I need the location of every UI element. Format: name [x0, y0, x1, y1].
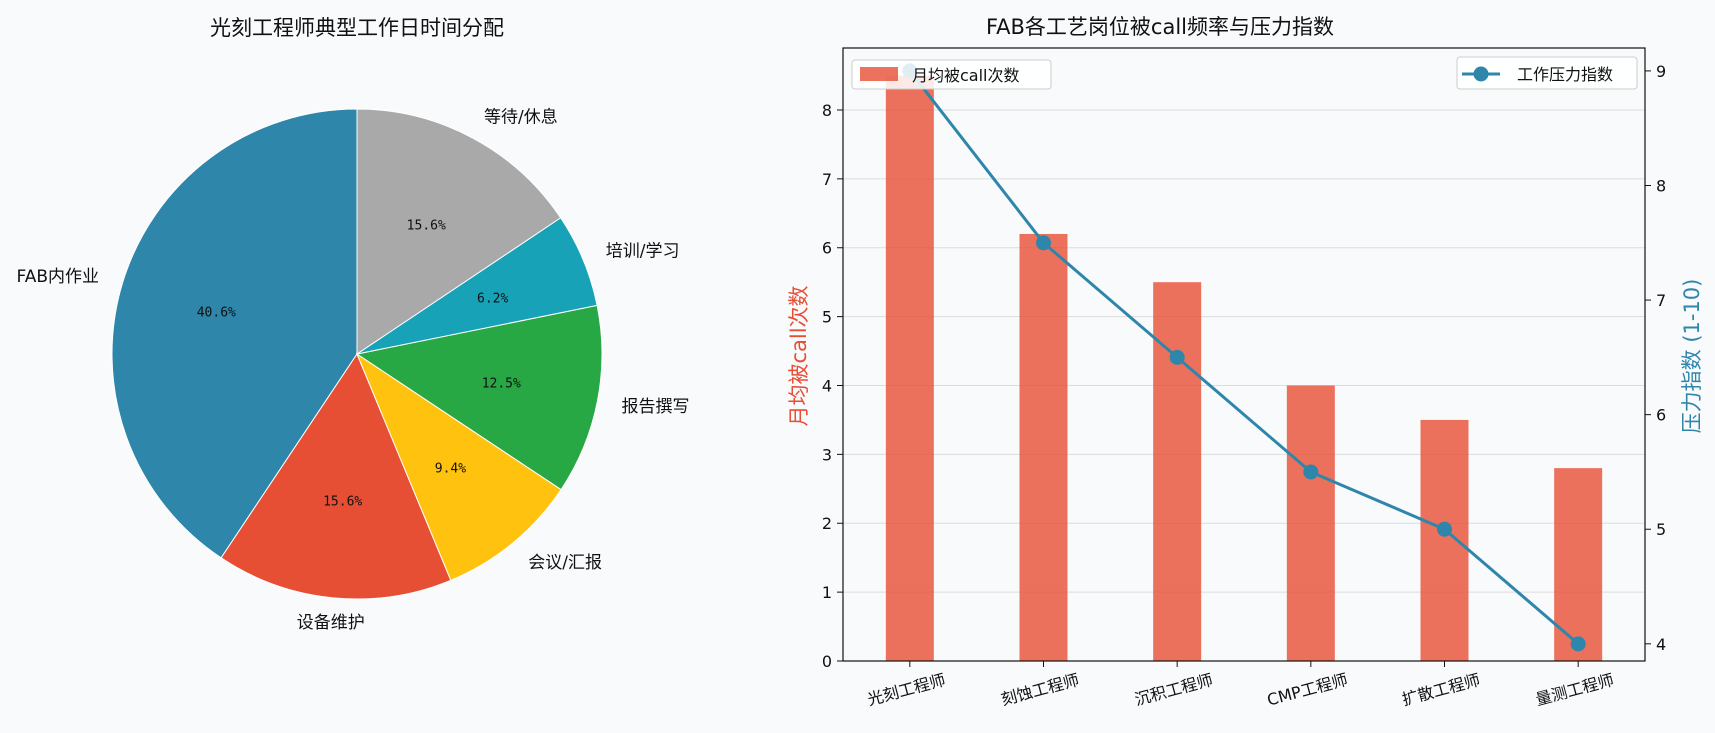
left-tick-label-item-4: 3: [822, 445, 832, 464]
pie-pct-label-item-5: 6.2%: [477, 291, 508, 306]
legend-bar-label: 月均被call次数: [912, 66, 1020, 85]
pie-label-item-4: 报告撰写: [621, 397, 689, 417]
bar-item-4: [1286, 385, 1335, 661]
pie-slices: [111, 108, 603, 600]
pie-slice-item-6: [356, 108, 562, 355]
pie-label-item-5: 培训/学习: [606, 241, 680, 261]
pie-chart-title: 光刻工程师典型工作日时间分配: [210, 16, 504, 40]
right-axis-label: 压力指数 (1-10): [1680, 279, 1704, 434]
gridlines: [843, 109, 1645, 593]
line-point-item-6: [1570, 636, 1586, 652]
left-tick-label-item-3: 2: [822, 514, 832, 533]
bar-item-2: [1019, 233, 1068, 661]
legend-bar: 月均被call次数: [851, 59, 1052, 90]
line-point-item-5: [1437, 521, 1452, 537]
bar-item-5: [1420, 419, 1469, 661]
pie-labels: 40.6% FAB内作业 15.6% 设备维护 9.4% 会议/汇报 12.5% 报告撰写 6.…: [17, 107, 690, 633]
legend-bar-swatch: [860, 67, 898, 81]
line-point-item-2: [1036, 235, 1051, 251]
pie-pct-label-item-2: 15.6%: [323, 494, 362, 509]
right-tick-label-item-2: 5: [1656, 520, 1666, 539]
right-tick-label-item-4: 7: [1656, 291, 1666, 310]
pie-pct-label-item-3: 9.4%: [435, 461, 466, 476]
legend-line-box: [1456, 56, 1638, 90]
pie-pct-label-item-6: 15.6%: [407, 218, 446, 233]
left-axis-label: 月均被call次数: [787, 285, 811, 426]
bar-item-1: [885, 75, 934, 662]
bar-series: [885, 75, 1603, 662]
pie-slice-item-2: [220, 352, 452, 600]
bar-line-chart-title: FAB各工艺岗位被call频率与压力指数: [986, 15, 1334, 39]
axes: [842, 47, 1646, 662]
legend-line-marker: [1473, 66, 1489, 82]
pie-pct-label-item-4: 12.5%: [482, 376, 521, 391]
bar-item-3: [1153, 282, 1202, 661]
right-tick-label-item-3: 6: [1656, 406, 1666, 425]
bar-item-6: [1554, 468, 1603, 661]
legend-line-label: 工作压力指数: [1517, 65, 1613, 84]
pie-label-item-6: 等待/休息: [484, 107, 558, 127]
pie-pct-label-item-1: 40.6%: [197, 305, 236, 320]
line-path: [908, 69, 1580, 645]
left-tick-label-item-8: 7: [822, 170, 832, 189]
right-tick-label-item-5: 8: [1656, 176, 1666, 195]
pie-slice-item-3: [355, 352, 562, 581]
left-tick-label-item-2: 1: [822, 583, 832, 602]
pie-chart: 光刻工程师典型工作日时间分配 40.6% FAB内作业 15.6% 设备维护 9.4% 会…: [17, 16, 690, 633]
right-tick-label-item-1: 4: [1656, 635, 1666, 654]
line-point-item-4: [1303, 464, 1319, 480]
left-tick-label-item-9: 8: [822, 101, 832, 120]
left-tick-label-item-1: 0: [822, 652, 832, 671]
left-tick-label-item-6: 5: [822, 308, 832, 327]
left-tick-label-item-5: 4: [822, 376, 832, 395]
pie-slice-item-4: [355, 304, 603, 491]
pie-label-item-3: 会议/汇报: [528, 553, 602, 573]
right-tick-label-item-6: 9: [1656, 62, 1666, 81]
left-tick-label-item-7: 6: [822, 239, 832, 258]
pie-label-item-1: FAB内作业: [17, 267, 100, 287]
pie-label-item-2: 设备维护: [297, 613, 365, 633]
axes-frame: [842, 47, 1646, 662]
legend-line: 工作压力指数: [1456, 56, 1638, 90]
legend-bar-box: [851, 59, 1052, 90]
line-point-item-3: [1169, 349, 1185, 365]
